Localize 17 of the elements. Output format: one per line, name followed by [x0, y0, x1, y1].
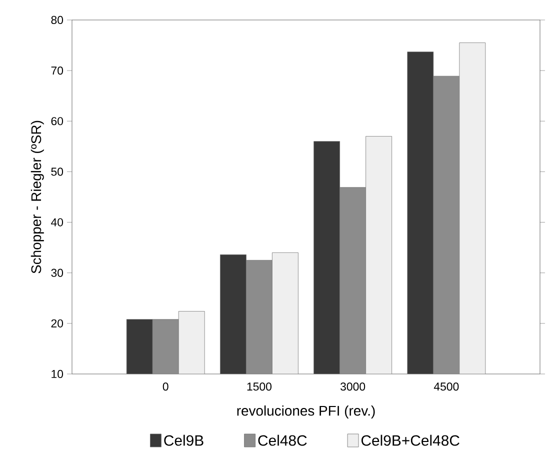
x-tick-label: 1500 [247, 382, 272, 391]
x-axis-title: revoluciones PFI (rev.) [237, 405, 375, 418]
y-tick-label: 10 [52, 370, 64, 378]
y-tick-label: 60 [51, 117, 64, 126]
y-tick-label: 20 [51, 319, 64, 328]
y-tick-label: 40 [51, 218, 64, 226]
y-tick-label: 30 [51, 268, 64, 277]
x-tick-label: 0 [162, 382, 168, 391]
x-tick-label: 4500 [434, 382, 459, 391]
y-tick-label: 50 [51, 168, 64, 176]
y-axis-title: Schopper - Riegler (ºSR) [30, 120, 44, 274]
y-tick-label: 70 [51, 66, 64, 75]
legend-label: Cel9B+Cel48C [361, 434, 460, 446]
legend-label: Cel48C [258, 434, 307, 446]
x-tick-label: 3000 [340, 382, 366, 391]
y-tick-label: 80 [51, 16, 64, 24]
legend-label: Cel9B [164, 434, 204, 446]
